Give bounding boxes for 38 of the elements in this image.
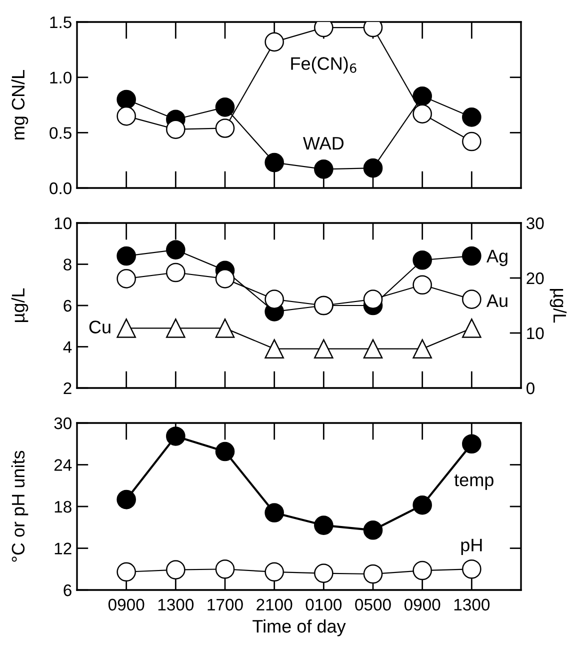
y-tick-label: 12 <box>54 542 72 554</box>
y2-axis-title: µg/L <box>550 288 567 323</box>
y2-tick-label: 20 <box>526 272 544 284</box>
y-tick-label: 1.0 <box>50 72 72 84</box>
y-tick-label: 2 <box>64 382 72 394</box>
y-tick-label: 8 <box>64 258 72 270</box>
y-tick-label: 10 <box>54 217 72 230</box>
x-tick-label: 2100 <box>256 598 292 611</box>
y-tick-label: 1.5 <box>50 16 72 28</box>
y-axis-title: °C or pH units <box>11 450 28 562</box>
x-tick-label: 0100 <box>306 598 342 611</box>
y-axis-title: mg CN/L <box>11 70 28 140</box>
y2-tick-label: 30 <box>526 217 544 230</box>
x-tick-label: 0900 <box>404 598 440 611</box>
y-tick-label: 18 <box>54 500 72 513</box>
x-tick-label: 1300 <box>454 598 490 611</box>
x-tick-label: 1300 <box>158 598 194 611</box>
series-label: Cu <box>89 320 110 334</box>
y-tick-label: 24 <box>54 459 72 471</box>
x-axis-title: Time of day <box>252 619 346 636</box>
legend-label: Fe(CN)$_{6}$ <box>291 56 356 74</box>
y2-tick-label: 10 <box>527 327 544 340</box>
legend-label: pH <box>461 538 482 555</box>
y-tick-label: 4 <box>63 341 72 353</box>
y2-tick-label: 0 <box>526 382 534 394</box>
y-tick-label: 6 <box>64 300 72 312</box>
y-axis-title: µg/L <box>11 288 28 322</box>
y-tick-label: 6 <box>64 584 72 596</box>
series-label: WAD <box>303 137 344 150</box>
x-tick-label: 0900 <box>108 598 144 611</box>
y-tick-label: 0.5 <box>50 127 72 139</box>
y-tick-label: 0.0 <box>50 182 72 194</box>
x-tick-label: 0500 <box>355 598 391 611</box>
series-label: Au <box>486 294 508 308</box>
x-tick-label: 1700 <box>208 598 243 611</box>
legend-label: Ag <box>486 250 508 266</box>
y-tick-label: 30 <box>54 417 72 430</box>
series-label: temp <box>454 474 494 490</box>
